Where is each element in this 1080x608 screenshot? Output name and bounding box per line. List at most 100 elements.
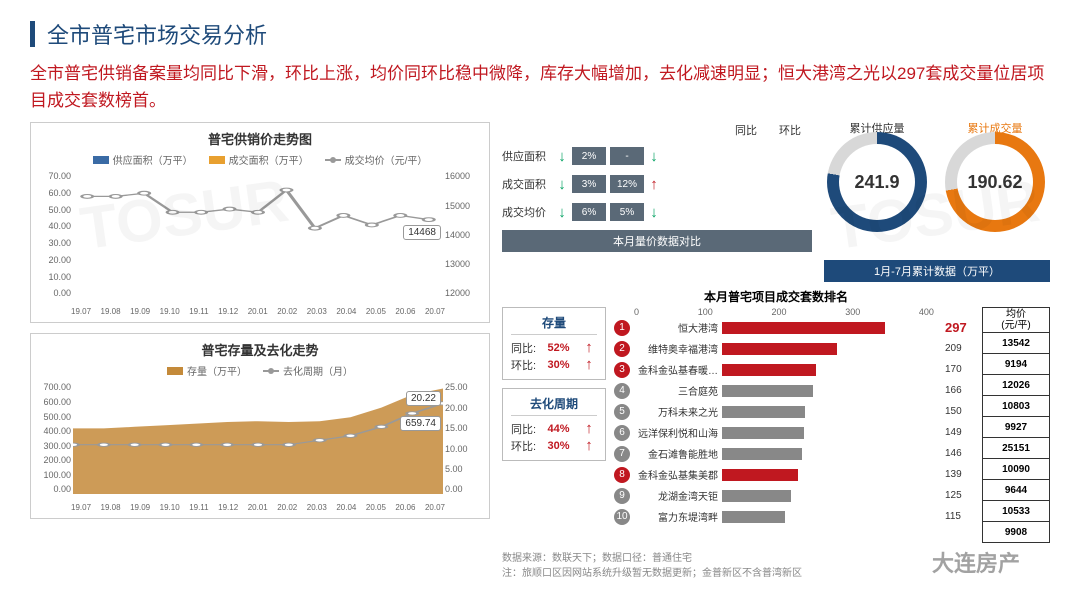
legend-label: 成交面积（万平） [229,152,309,167]
donut-footer: 1月-7月累计数据（万平） [824,260,1050,282]
rank-badge: 10 [614,509,630,525]
rank-badge: 4 [614,383,630,399]
donut-supply: 累计供应量 241.9 [822,122,932,252]
price-column: 均价 (元/平) 1354291941202610803992725151100… [982,307,1050,543]
indicator-stock: 存量 同比:52%↑ 环比:30%↑ [502,307,606,380]
rank-list: 0100200300400 1恒大港湾2972维特奥幸福港湾2093金科金弘基春… [614,307,974,543]
indicator-block: 存量 同比:52%↑ 环比:30%↑ 去化周期 同比:44%↑ 环比:30%↑ [502,307,606,543]
page: 全市普宅市场交易分析 全市普宅供销备案量均同比下滑，环比上涨，均价同环比稳中微降… [0,0,1080,597]
chart2-legend: 存量（万平） 去化周期（月） [39,363,481,378]
rank-badge: 6 [614,425,630,441]
price-col-head: 均价 (元/平) [982,307,1050,333]
donut-supply-value: 241.9 [827,132,927,232]
legend-label: 供应面积（万平） [113,152,193,167]
chart1-xaxis: 19.0719.0819.0919.1019.1119.1220.0120.02… [71,307,445,316]
arrow-up-icon: ↑ [581,339,597,356]
page-title-row: 全市普宅市场交易分析 [30,18,1050,50]
chart2-xaxis: 19.0719.0819.0919.1019.1119.1220.0120.02… [71,503,445,512]
rank-badge: 9 [614,488,630,504]
chart-supply-deal-price: 普宅供销价走势图 供应面积（万平） 成交面积（万平） 成交均价（元/平） 70.… [30,122,490,323]
arrow-up-icon: ↑ [581,420,597,437]
rank-area: 存量 同比:52%↑ 环比:30%↑ 去化周期 同比:44%↑ 环比:30%↑ … [502,307,1050,543]
compare-block: 同比 环比 供应面积↓2%-↓成交面积↓3%12%↑成交均价↓6%5%↓ 本月量… [502,122,812,252]
rank-row: 4三合庭苑166 [614,380,974,401]
price-cell: 10533 [982,501,1050,522]
title-accent-bar [30,21,35,47]
left-column: 普宅供销价走势图 供应面积（万平） 成交面积（万平） 成交均价（元/平） 70.… [30,122,490,579]
rank-row: 6远洋保利悦和山海149 [614,422,974,443]
indicator-stock-title: 存量 [511,314,597,335]
price-cell: 9927 [982,417,1050,438]
page-title: 全市普宅市场交易分析 [47,18,267,50]
rank-row: 3金科金弘基春暖…170 [614,359,974,380]
chart1-title: 普宅供销价走势图 [39,129,481,148]
chart2-title: 普宅存量及去化走势 [39,340,481,359]
price-cell: 13542 [982,333,1050,354]
rank-badge: 3 [614,362,630,378]
legend-label: 去化周期（月） [283,363,353,378]
compare-row: 成交面积↓3%12%↑ [502,170,812,198]
arrow-down-icon: ↓ [646,204,662,221]
price-cell: 10090 [982,459,1050,480]
chart2-yaxis-right: 25.0020.0015.0010.005.000.00 [445,382,481,494]
chart-stock-cycle: 普宅存量及去化走势 存量（万平） 去化周期（月） 700.00600.00500… [30,333,490,519]
compare-row: 供应面积↓2%-↓ [502,142,812,170]
legend-swatch-price [325,159,341,161]
price-cell: 9644 [982,480,1050,501]
rank-row: 10富力东堤湾畔115 [614,506,974,527]
price-cell: 9194 [982,354,1050,375]
arrow-down-icon: ↓ [554,176,570,193]
compare-row: 成交均价↓6%5%↓ [502,198,812,226]
arrow-down-icon: ↓ [646,148,662,165]
rank-row: 2维特奥幸福港湾209 [614,338,974,359]
indicator-cycle-title: 去化周期 [511,395,597,416]
chart2-yaxis-left: 700.00600.00500.00400.00300.00200.00100.… [39,382,71,494]
indicator-cycle: 去化周期 同比:44%↑ 环比:30%↑ [502,388,606,461]
rank-row: 8金科金弘基集美郡139 [614,464,974,485]
arrow-down-icon: ↓ [554,204,570,221]
chart2-callout-stock: 659.74 [400,416,441,431]
top-row: 同比 环比 供应面积↓2%-↓成交面积↓3%12%↑成交均价↓6%5%↓ 本月量… [502,122,1050,252]
brand-watermark: 大连房产 [932,546,1020,578]
compare-head-hb: 环比 [768,122,812,138]
chart2-plot: 659.74 20.22 [73,382,443,494]
rank-row: 7金石滩鲁能胜地146 [614,443,974,464]
chart1-yaxis-left: 70.0060.0050.0040.0030.0020.0010.000.00 [39,171,71,298]
price-cell: 10803 [982,396,1050,417]
chart1-callout: 14468 [403,225,441,240]
arrow-up-icon: ↑ [581,356,597,373]
content-grid: 普宅供销价走势图 供应面积（万平） 成交面积（万平） 成交均价（元/平） 70.… [30,122,1050,579]
donut-deal-value: 190.62 [945,132,1045,232]
arrow-up-icon: ↑ [581,437,597,454]
legend-label: 成交均价（元/平） [345,152,428,167]
rank-badge: 2 [614,341,630,357]
donut-deal: 累计成交量 190.62 [940,122,1050,252]
chart1-yaxis-right: 1600015000140001300012000 [445,171,481,298]
legend-label: 存量（万平） [187,363,247,378]
arrow-up-icon: ↑ [646,176,662,193]
rank-row: 9龙湖金湾天钜125 [614,485,974,506]
compare-footer: 本月量价数据对比 [502,230,812,252]
summary-text: 全市普宅供销备案量均同比下滑，环比上涨，均价同环比稳中微降，库存大幅增加，去化减… [30,60,1050,114]
donut-group: 累计供应量 241.9 累计成交量 190.62 [822,122,1050,252]
rank-badge: 5 [614,404,630,420]
compare-head-tb: 同比 [724,122,768,138]
rank-scale: 0100200300400 [634,307,934,317]
compare-head: 同比 环比 [502,122,812,138]
legend-swatch-supply [93,156,109,164]
rank-row: 1恒大港湾297 [614,317,974,338]
chart1-legend: 供应面积（万平） 成交面积（万平） 成交均价（元/平） [39,152,481,167]
legend-swatch-deal [209,156,225,164]
legend-swatch-stock [167,367,183,375]
rank-badge: 7 [614,446,630,462]
chart1-plot: 14468 [73,171,443,298]
right-column: 同比 环比 供应面积↓2%-↓成交面积↓3%12%↑成交均价↓6%5%↓ 本月量… [502,122,1050,579]
rank-badge: 1 [614,320,630,336]
price-cell: 9908 [982,522,1050,543]
price-cell: 12026 [982,375,1050,396]
rank-title: 本月普宅项目成交套数排名 [502,288,1050,305]
chart2-callout-cycle: 20.22 [406,391,441,406]
price-cell: 25151 [982,438,1050,459]
arrow-down-icon: ↓ [554,148,570,165]
chart1-area: 70.0060.0050.0040.0030.0020.0010.000.00 … [39,171,481,316]
